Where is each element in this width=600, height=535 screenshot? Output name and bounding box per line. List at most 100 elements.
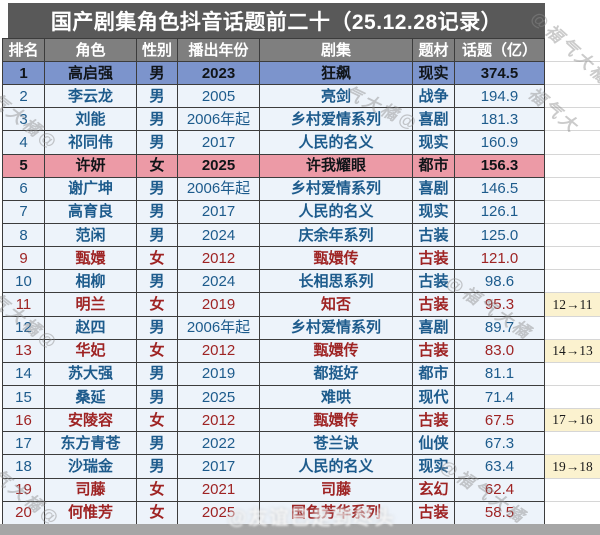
gender-cell: 男 [137, 177, 178, 201]
character-cell: 华妃 [45, 339, 137, 363]
show-cell: 乡村爱情系列 [260, 108, 413, 132]
year-cell: 2012 [178, 409, 260, 433]
gender-cell: 女 [137, 501, 178, 525]
show-cell: 甄嬛传 [260, 339, 413, 363]
ranking-table: 排名 角色 性别 播出年份 剧集 题材 话题（亿） 1 高启强男 2023 狂飙 现实 3… [2, 38, 600, 525]
rank-cell: 13 [2, 339, 45, 363]
character-cell: 何惟芳 [45, 501, 137, 525]
character-cell: 祁同伟 [45, 131, 137, 155]
topic-count-cell: 62.4 [455, 478, 545, 502]
character-cell: 甄嬛 [45, 247, 137, 271]
genre-cell: 现实 [413, 131, 455, 155]
year-cell: 2022 [178, 432, 260, 456]
character-cell: 高育良 [45, 200, 137, 224]
show-cell: 长相思系列 [260, 270, 413, 294]
show-cell: 司藤 [260, 478, 413, 502]
gender-cell: 男 [137, 432, 178, 456]
year-cell: 2012 [178, 247, 260, 271]
genre-cell: 仙侠 [413, 432, 455, 456]
character-cell: 赵四 [45, 316, 137, 340]
character-cell: 沙瑞金 [45, 455, 137, 479]
gender-cell: 男 [137, 131, 178, 155]
genre-cell: 战争 [413, 85, 455, 109]
character-cell: 桑延 [45, 385, 137, 410]
rank-cell: 17 [2, 432, 45, 456]
character-cell: 苏大强 [45, 362, 137, 386]
rank-cell: 10 [2, 270, 45, 294]
rank-change-cell: 19→18 [545, 455, 600, 479]
show-cell: 苍兰诀 [260, 432, 413, 456]
year-cell: 2019 [178, 293, 260, 317]
rank-cell: 19 [2, 478, 45, 502]
genre-cell: 喜剧 [413, 316, 455, 340]
show-cell: 人民的名义 [260, 131, 413, 155]
photo-bottom-edge [0, 524, 600, 535]
genre-cell: 喜剧 [413, 108, 455, 132]
year-cell: 2025 [178, 385, 260, 410]
rank-cell: 9 [2, 247, 45, 271]
header-cell-gender: 性别 [137, 38, 178, 62]
rank-change-cell [545, 131, 600, 155]
rank-cell: 3 [2, 108, 45, 132]
rank-change-cell: 14→13 [545, 339, 600, 363]
rank-change-cell [545, 247, 600, 271]
gender-cell: 男 [137, 108, 178, 132]
rank-change-cell: 17→16 [545, 409, 600, 433]
show-cell: 甄嬛传 [260, 247, 413, 271]
header-cell-year: 播出年份 [178, 38, 260, 62]
gender-cell: 女 [137, 293, 178, 317]
gender-cell: 男 [137, 455, 178, 479]
character-cell: 谢广坤 [45, 177, 137, 201]
topic-count-cell: 194.9 [455, 85, 545, 109]
year-cell: 2006年起 [178, 316, 260, 340]
rank-cell: 5 [2, 154, 45, 178]
rank-cell: 12 [2, 316, 45, 340]
rank-cell: 8 [2, 223, 45, 248]
genre-cell: 古装 [413, 270, 455, 294]
topic-count-cell: 81.1 [455, 362, 545, 386]
topic-count-cell: 98.6 [455, 270, 545, 294]
genre-cell: 现代 [413, 385, 455, 410]
rank-change-cell [545, 85, 600, 109]
character-cell: 安陵容 [45, 409, 137, 433]
character-cell: 范闲 [45, 223, 137, 248]
topic-count-cell: 67.5 [455, 409, 545, 433]
character-cell: 明兰 [45, 293, 137, 317]
year-cell: 2024 [178, 270, 260, 294]
year-cell: 2012 [178, 339, 260, 363]
rank-change-cell [545, 177, 600, 201]
page-title: 国产剧集角色抖音话题前二十（25.12.28记录） [8, 3, 545, 38]
gender-cell: 女 [137, 478, 178, 502]
topic-count-cell: 63.4 [455, 455, 545, 479]
rank-change-cell: 12→11 [545, 293, 600, 317]
rank-cell: 7 [2, 200, 45, 224]
gender-cell: 男 [137, 223, 178, 248]
rank-cell: 1 [2, 62, 45, 86]
gender-cell: 男 [137, 270, 178, 294]
header-cell-topic: 话题（亿） [455, 38, 545, 62]
year-cell: 2025 [178, 154, 260, 178]
topic-count-cell: 160.9 [455, 131, 545, 155]
rank-cell: 4 [2, 131, 45, 155]
gender-cell: 女 [137, 409, 178, 433]
topic-count-cell: 125.0 [455, 223, 545, 248]
rank-change-cell [545, 62, 600, 86]
year-cell: 2021 [178, 478, 260, 502]
gender-cell: 男 [137, 362, 178, 386]
year-cell: 2005 [178, 85, 260, 109]
year-cell: 2023 [178, 62, 260, 86]
genre-cell: 现实 [413, 455, 455, 479]
header-cell-character: 角色 [45, 38, 137, 62]
rank-cell: 15 [2, 385, 45, 410]
genre-cell: 玄幻 [413, 478, 455, 502]
rank-change-cell [545, 223, 600, 248]
rank-cell: 20 [2, 501, 45, 525]
genre-cell: 现实 [413, 200, 455, 224]
topic-count-cell: 89.7 [455, 316, 545, 340]
rank-cell: 11 [2, 293, 45, 317]
genre-cell: 古装 [413, 293, 455, 317]
topic-count-cell: 156.3 [455, 154, 545, 178]
character-cell: 司藤 [45, 478, 137, 502]
show-cell: 都挺好 [260, 362, 413, 386]
